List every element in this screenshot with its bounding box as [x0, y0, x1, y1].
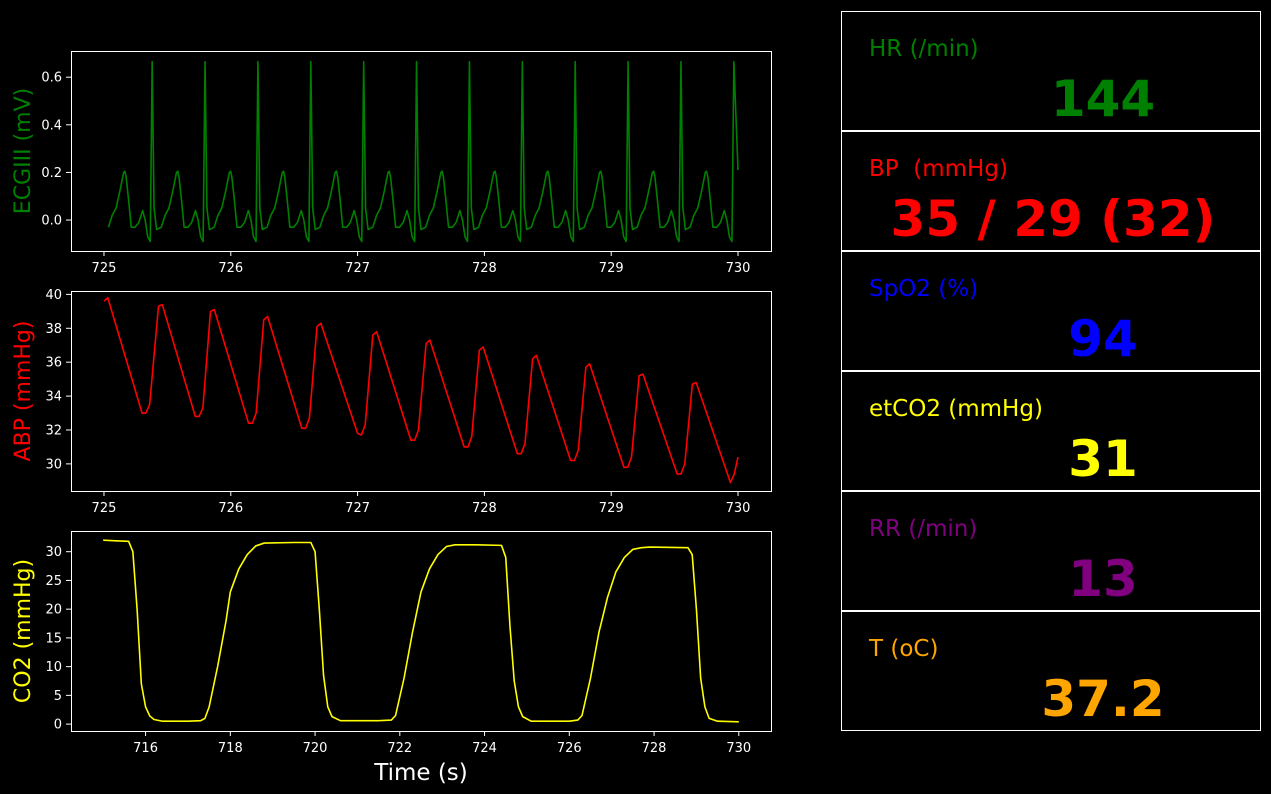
temp-panel: T (oC) 37.2	[841, 611, 1261, 731]
abp-xtick-label: 728	[472, 501, 497, 516]
abp-series-line	[103, 296, 739, 484]
abp-ytick-label: 32	[45, 423, 62, 438]
co2-ylabel: CO2 (mmHg)	[11, 559, 36, 703]
co2-xtick-label: 728	[642, 741, 667, 756]
co2-ytick-label: 0	[54, 718, 62, 733]
temp-value: 37.2	[1041, 670, 1165, 728]
ecg-xtick-label: 726	[218, 261, 243, 276]
abp-xtick-label: 730	[726, 501, 751, 516]
co2-xtick-label: 724	[472, 741, 497, 756]
etco2-panel: etCO2 (mmHg) 31	[841, 371, 1261, 491]
ecg-xtick-label: 725	[92, 261, 117, 276]
abp-ylabel: ABP (mmHg)	[11, 321, 36, 462]
co2-xtick-label: 730	[726, 741, 751, 756]
hr-panel: HR (/min) 144	[841, 11, 1261, 131]
temp-label: T (oC)	[869, 636, 939, 662]
hr-label: HR (/min)	[869, 36, 979, 62]
ecg-ytick-label: 0.6	[41, 71, 62, 86]
bp-value: 35 / 29 (32)	[890, 190, 1216, 248]
co2-xtick-label: 720	[303, 741, 328, 756]
bp-panel: BP (mmHg) 35 / 29 (32)	[841, 131, 1261, 251]
abp-xtick-label: 725	[92, 501, 117, 516]
abp-xtick-label: 727	[345, 501, 370, 516]
co2-ytick-label: 25	[45, 574, 62, 589]
co2-plot-frame	[71, 531, 772, 732]
abp-ytick-label: 38	[45, 322, 62, 337]
abp-plot-frame	[71, 291, 772, 492]
waveform-plots: 725 726 727 728 729 730 0.0 0.2 0.4 0.6 ECGIII (mV…	[11, 51, 772, 786]
co2-xlabel: Time (s)	[373, 760, 468, 786]
ecg-ytick-label: 0.4	[41, 118, 62, 133]
bp-label: BP (mmHg)	[869, 156, 1008, 182]
co2-series-line	[103, 539, 739, 723]
abp-ytick-label: 30	[45, 457, 62, 472]
co2-ytick-label: 15	[45, 631, 62, 646]
co2-xtick-label: 716	[133, 741, 158, 756]
abp-xtick-label: 729	[599, 501, 624, 516]
abp-xtick-label: 726	[218, 501, 243, 516]
co2-xtick-label: 726	[557, 741, 582, 756]
rr-label: RR (/min)	[869, 516, 978, 542]
abp-ytick-label: 40	[45, 288, 62, 303]
ecg-plot-frame	[71, 51, 772, 252]
co2-xtick-label: 718	[218, 741, 243, 756]
ecg-ylabel: ECGIII (mV)	[11, 88, 36, 214]
ecg-xtick-label: 727	[345, 261, 370, 276]
ecg-series-line	[107, 60, 739, 243]
hr-value: 144	[1050, 70, 1156, 128]
co2-xtick-label: 722	[387, 741, 412, 756]
ecg-ytick-label: 0.2	[41, 166, 62, 181]
ecg-xtick-label: 728	[472, 261, 497, 276]
ecg-ytick-label: 0.0	[41, 214, 62, 229]
co2-ytick-label: 10	[45, 660, 62, 675]
co2-ytick-label: 5	[54, 689, 62, 704]
spo2-panel: SpO2 (%) 94	[841, 251, 1261, 371]
etco2-label: etCO2 (mmHg)	[869, 396, 1043, 422]
rr-value: 13	[1068, 550, 1138, 608]
etco2-value: 31	[1068, 430, 1138, 488]
ecg-xtick-label: 730	[726, 261, 751, 276]
abp-ytick-label: 34	[45, 390, 62, 405]
abp-chart: 725 726 727 728 729 730 30 32 34 36 38 40 ABP (mmHg)	[11, 288, 772, 516]
rr-panel: RR (/min) 13	[841, 491, 1261, 611]
ecg-xtick-label: 729	[599, 261, 624, 276]
co2-chart: 716 718 720 722 724 726 728 730 0 5 10 15 20 25 30 CO2 …	[11, 531, 772, 786]
co2-ytick-label: 20	[45, 603, 62, 618]
spo2-label: SpO2 (%)	[869, 276, 979, 302]
ecg-chart: 725 726 727 728 729 730 0.0 0.2 0.4 0.6 ECGIII (mV…	[11, 51, 772, 276]
abp-ytick-label: 36	[45, 356, 62, 371]
spo2-value: 94	[1068, 310, 1138, 368]
co2-ytick-label: 30	[45, 545, 62, 560]
